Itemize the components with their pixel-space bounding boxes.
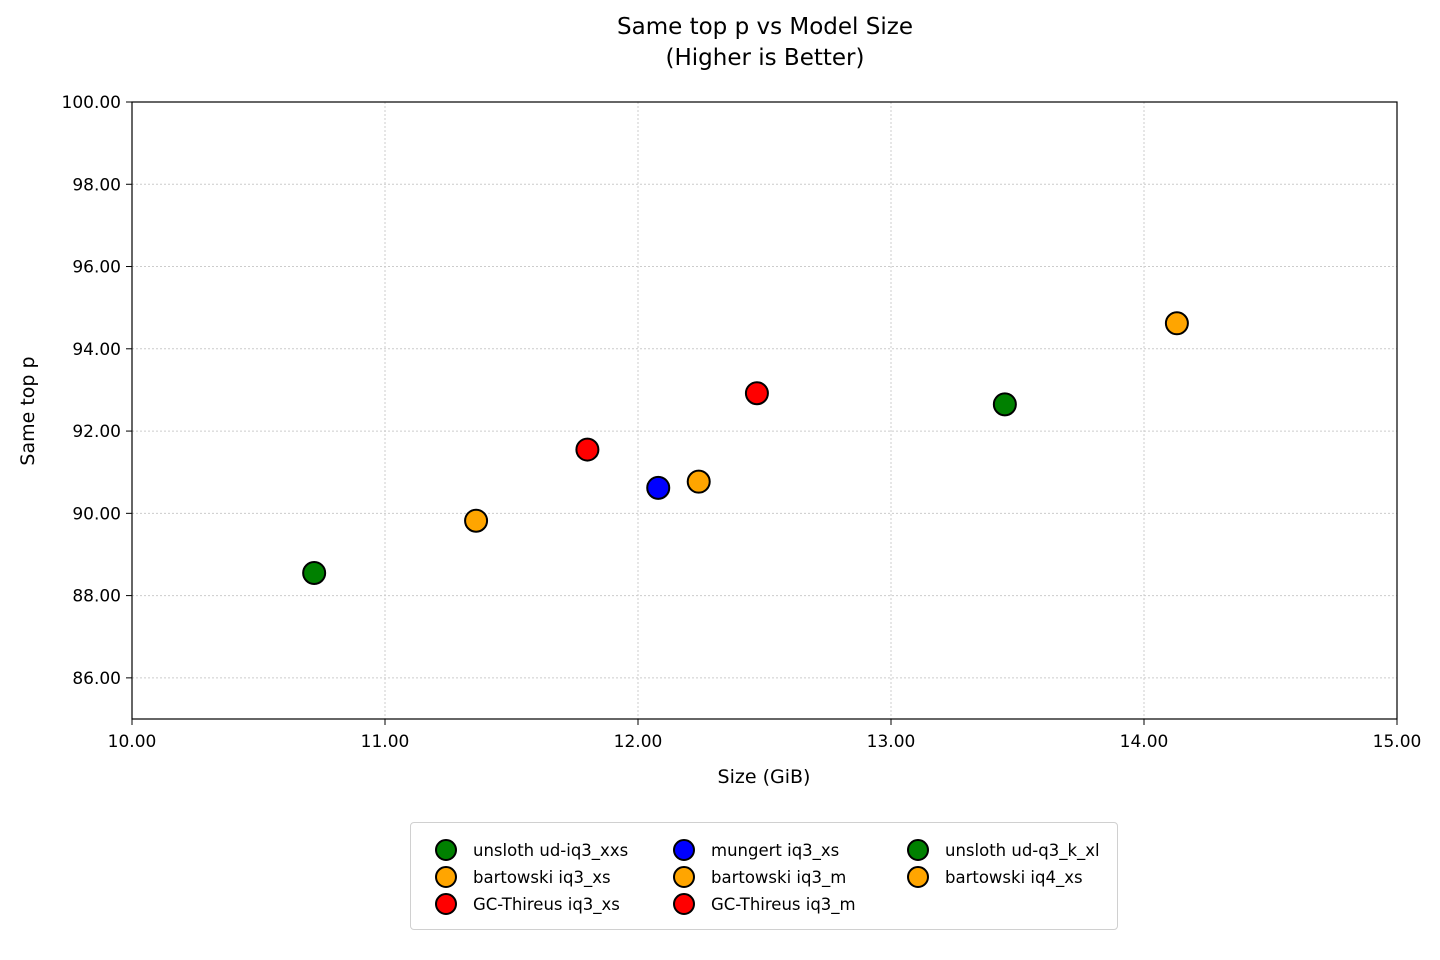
legend-label: bartowski iq3_m: [711, 867, 847, 887]
y-tick-label: 90.00: [72, 504, 121, 524]
y-tick-label: 92.00: [72, 422, 121, 442]
legend-item: mungert iq3_xs: [673, 837, 839, 863]
legend-label: GC-Thireus iq3_m: [711, 894, 856, 914]
legend-item: unsloth ud-iq3_xxs: [435, 837, 628, 863]
y-tick-label: 98.00: [72, 175, 121, 195]
legend-item: GC-Thireus iq3_m: [673, 891, 856, 917]
y-tick-label: 88.00: [72, 587, 121, 607]
legend-item: unsloth ud-q3_k_xl: [907, 837, 1100, 863]
y-axis-label: Same top p: [17, 356, 39, 465]
legend-item: bartowski iq3_m: [673, 864, 846, 890]
data-point: [992, 392, 1017, 417]
data-point: [744, 381, 769, 406]
y-tick-label: 86.00: [72, 669, 121, 689]
y-tick-label: 96.00: [72, 258, 121, 278]
legend-item: bartowski iq4_xs: [907, 864, 1083, 890]
legend-label: mungert iq3_xs: [711, 840, 840, 860]
legend-marker: [435, 893, 457, 915]
x-tick-label: 11.00: [361, 732, 410, 752]
legend-label: unsloth ud-q3_k_xl: [945, 840, 1100, 860]
legend-label: bartowski iq4_xs: [945, 867, 1083, 887]
legend: unsloth ud-iq3_xxs bartowski iq3_xs GC-Thi…: [410, 822, 1118, 930]
x-tick-label: 10.00: [108, 732, 157, 752]
legend-marker: [673, 839, 695, 861]
legend-marker: [907, 839, 929, 861]
legend-marker: [435, 839, 457, 861]
plot-frame: [131, 101, 1398, 720]
chart-subtitle: (Higher is Better): [665, 45, 865, 71]
x-tick-label: 13.00: [867, 732, 916, 752]
legend-marker: [673, 866, 695, 888]
data-point: [302, 560, 327, 585]
chart-title: Same top p vs Model Size: [617, 14, 913, 40]
legend-label: bartowski iq3_xs: [473, 867, 611, 887]
legend-label: unsloth ud-iq3_xxs: [473, 840, 629, 860]
x-axis-label: Size (GiB): [718, 766, 811, 788]
y-tick-label: 100.00: [62, 93, 121, 113]
x-tick-label: 12.00: [614, 732, 663, 752]
legend-marker: [435, 866, 457, 888]
x-tick-label: 14.00: [1120, 732, 1169, 752]
x-tick-label: 15.00: [1373, 732, 1422, 752]
y-tick-label: 94.00: [72, 340, 121, 360]
data-point: [646, 475, 671, 500]
data-point: [575, 437, 600, 462]
data-point: [1164, 311, 1189, 336]
legend-label: GC-Thireus iq3_xs: [473, 894, 620, 914]
data-point: [686, 469, 711, 494]
legend-marker: [907, 866, 929, 888]
data-point: [464, 508, 489, 533]
legend-item: GC-Thireus iq3_xs: [435, 891, 620, 917]
legend-marker: [673, 893, 695, 915]
legend-item: bartowski iq3_xs: [435, 864, 611, 890]
